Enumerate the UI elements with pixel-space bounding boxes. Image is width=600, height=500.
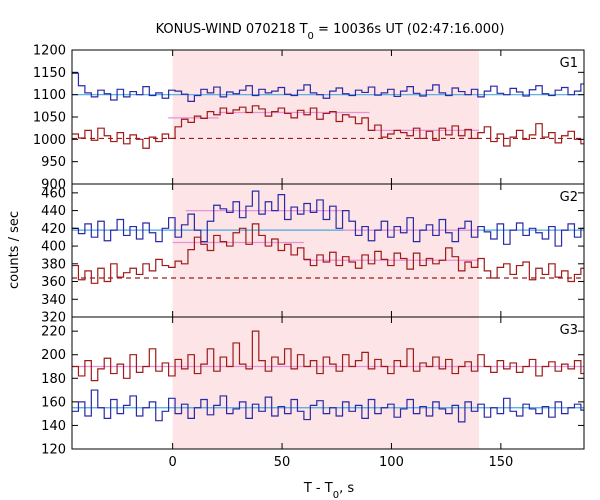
panel-g3: 120 140 160 180 200 220 G3 xyxy=(41,316,585,458)
y-tick-label: 900 xyxy=(41,178,66,193)
x-axis-label: T - T0, s xyxy=(303,481,354,500)
y-tick-label: 140 xyxy=(41,419,66,434)
y-axis-label: counts / sec xyxy=(7,211,22,289)
y-tick-label: 460 xyxy=(41,186,66,201)
series-blue-counts xyxy=(72,190,584,247)
panel-frame xyxy=(71,316,585,450)
y-tick-label: 1000 xyxy=(33,133,66,148)
x-tick-label: 100 xyxy=(379,455,404,470)
x-tick-labels: 0 50 100 150 xyxy=(169,455,514,470)
panel-data xyxy=(72,330,584,423)
y-tick-label: 120 xyxy=(41,443,66,458)
panel-g2: 320 340 360 380 400 420 440 460 G2 xyxy=(41,183,585,326)
y-tick-label: 420 xyxy=(41,222,66,237)
panel-data xyxy=(72,190,584,284)
y-tick-label: 220 xyxy=(41,325,66,340)
y-tick-label: 200 xyxy=(41,348,66,363)
panels-group: 900 950 1000 1050 1100 1150 1200 G1 320 340 360 380… xyxy=(33,44,585,458)
series-blue-counts xyxy=(72,72,584,102)
x-tick-label: 50 xyxy=(274,455,291,470)
y-tick-label: 340 xyxy=(41,293,66,308)
panel-label: G1 xyxy=(560,56,578,71)
panel-label: G3 xyxy=(560,323,578,338)
x-tick-label: 150 xyxy=(488,455,513,470)
y-tick-label: 160 xyxy=(41,395,66,410)
y-tick-label: 440 xyxy=(41,204,66,219)
series-red-counts xyxy=(72,330,584,382)
y-tick-label: 1150 xyxy=(33,66,66,81)
burst-shaded-region xyxy=(172,50,479,184)
x-tick-label: 0 xyxy=(169,455,177,470)
y-tick-label: 950 xyxy=(41,155,66,170)
y-tick-label: 180 xyxy=(41,372,66,387)
panel-g1: 900 950 1000 1050 1100 1150 1200 G1 xyxy=(33,44,585,193)
y-tick-label: 1100 xyxy=(33,88,66,103)
burst-shaded-region xyxy=(172,317,479,449)
y-tick-label: 400 xyxy=(41,240,66,255)
series-blue-counts xyxy=(72,389,584,423)
y-tick-label: 360 xyxy=(41,275,66,290)
y-tick-label: 1200 xyxy=(33,44,66,59)
panel-data xyxy=(72,72,584,149)
series-red-counts xyxy=(72,223,584,284)
panel-label: G2 xyxy=(560,190,578,205)
y-tick-label: 1050 xyxy=(33,111,66,126)
y-tick-label: 320 xyxy=(41,311,66,326)
series-red-counts xyxy=(72,105,584,149)
chart-title: KONUS-WIND 070218 T0 = 10036s UT (02:47:… xyxy=(156,22,505,42)
burst-shaded-region xyxy=(172,184,479,317)
y-tick-label: 380 xyxy=(41,257,66,272)
